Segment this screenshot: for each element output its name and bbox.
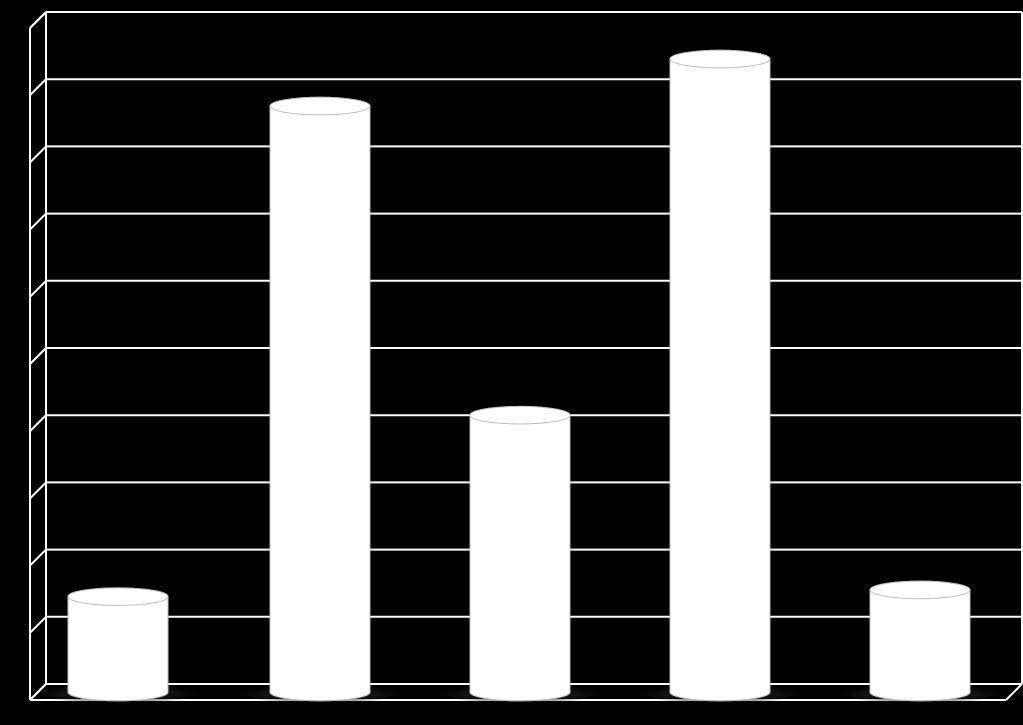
bar — [670, 50, 770, 701]
bar-top — [270, 97, 370, 115]
bar-chart — [0, 0, 1023, 725]
bar-top — [470, 406, 570, 424]
bar — [270, 97, 370, 701]
bar — [470, 406, 570, 700]
bar-top — [870, 581, 970, 599]
chart-svg — [0, 0, 1023, 725]
bar-top — [68, 588, 168, 606]
bar-top — [670, 50, 770, 68]
